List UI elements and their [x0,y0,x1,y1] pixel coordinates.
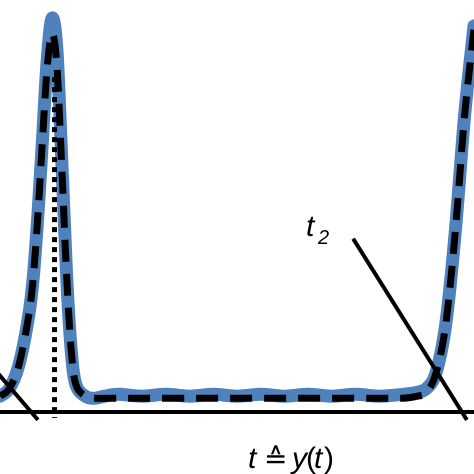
axis-label-arg: t [314,442,324,474]
x-axis-label: t ≙ y ( t ) [248,442,334,474]
axis-label-paren-close: ) [324,442,334,474]
series-fit-line [0,29,474,402]
annotation-t2-sub: 2 [317,227,329,249]
annotation-t2: t 2 [306,210,329,249]
axis-label-t: t [248,442,258,474]
tangent-line-2 [351,237,469,421]
axis-label-paren-open: ( [306,442,316,474]
axis-label-func: y [290,442,309,474]
series-measured-line [0,11,474,405]
chart-marks [0,11,474,422]
annotation-t2-base: t [306,210,316,243]
axis-label-operator: ≙ [264,443,287,474]
